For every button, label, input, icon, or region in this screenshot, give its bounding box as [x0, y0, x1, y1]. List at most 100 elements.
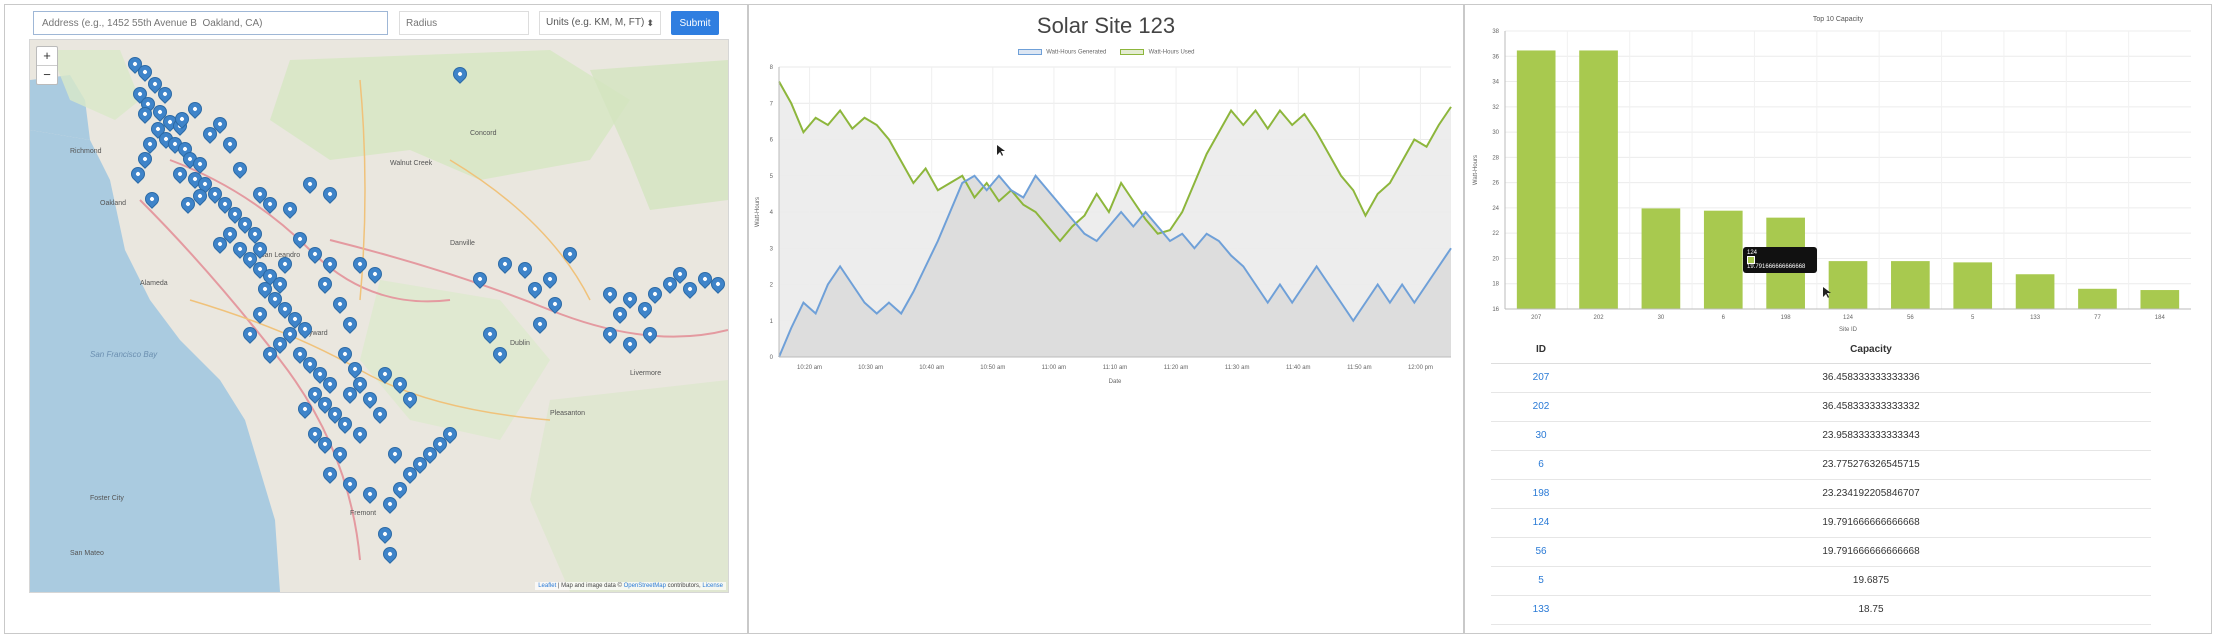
table-row: 202 36.458333333333332	[1491, 393, 2151, 422]
y-axis-label: Watt-Hours	[755, 197, 761, 227]
capacity-value: 18.75	[1858, 604, 1884, 615]
y-tick-label: 6	[770, 138, 774, 144]
x-tick-label: 11:10 am	[1103, 365, 1128, 371]
attribution-contrib: contributors,	[665, 583, 703, 589]
bar-site-133[interactable]	[2015, 274, 2055, 309]
legend-item-generated[interactable]: Watt-Hours Generated	[1017, 49, 1107, 56]
y-tick-label: 36	[1492, 54, 1499, 60]
table-row: 124 19.791666666666668	[1491, 509, 2151, 538]
y-tick-label: 0	[770, 355, 774, 361]
map-label: Pleasanton	[550, 410, 586, 417]
site-id-link[interactable]: 207	[1532, 372, 1550, 383]
mouse-cursor-icon	[1823, 287, 1831, 298]
y-tick-label: 2	[770, 283, 774, 289]
site-id-link[interactable]: 6	[1538, 459, 1544, 470]
y-tick-label: 1	[770, 319, 774, 325]
site-id-link[interactable]: 30	[1535, 430, 1547, 441]
site-id-link[interactable]: 124	[1532, 517, 1550, 528]
map-label: Walnut Creek	[390, 160, 433, 167]
used-line[interactable]	[778, 81, 1452, 243]
x-tick-label: 11:20 am	[1164, 365, 1189, 371]
bar-site-6[interactable]	[1703, 210, 1743, 309]
y-axis-label: Watt-Hours	[1473, 155, 1479, 185]
site-id-link[interactable]: 5	[1538, 575, 1544, 586]
bar-site-124[interactable]	[1828, 261, 1868, 309]
x-tick-label: 5	[1971, 315, 1975, 321]
map-basemap	[30, 40, 728, 592]
y-tick-label: 28	[1492, 155, 1499, 161]
capacity-value: 23.234192205846707	[1822, 488, 1920, 499]
bar-site-5[interactable]	[1953, 262, 1993, 309]
y-tick-label: 16	[1492, 307, 1499, 313]
license-link[interactable]: License	[702, 583, 723, 589]
zoom-control: + −	[36, 46, 58, 85]
x-tick-label: 11:00 am	[1042, 365, 1067, 371]
site-id-link[interactable]: 198	[1532, 488, 1550, 499]
x-axis-label: Date	[1109, 379, 1122, 385]
bar-site-202[interactable]	[1579, 50, 1618, 310]
y-tick-label: 7	[770, 101, 774, 107]
capacity-value: 19.6875	[1852, 575, 1890, 586]
zoom-out-button[interactable]: −	[37, 65, 57, 84]
legend-label: Watt-Hours Generated	[1046, 49, 1107, 56]
capacity-value: 19.791666666666668	[1822, 546, 1920, 557]
site-chart-panel: Solar Site 123 Watt-Hours Generated Watt…	[748, 4, 1464, 634]
y-tick-label: 22	[1492, 231, 1499, 237]
chevron-down-icon: ⬍	[646, 18, 654, 28]
bar-site-184[interactable]	[2140, 290, 2180, 309]
y-tick-label: 30	[1492, 130, 1499, 136]
line-chart[interactable]: 0 1 2 3 4 5 6 7 8 10:20 am 10:30 am 10:40 am 10:50 a…	[749, 59, 1463, 459]
y-tick-label: 4	[770, 210, 774, 216]
x-tick-label: 77	[2094, 315, 2101, 321]
x-tick-label: 6	[1722, 315, 1726, 321]
map-label: Richmond	[70, 148, 102, 155]
legend-item-used[interactable]: Watt-Hours Used	[1120, 49, 1194, 56]
table-row: 56 19.791666666666668	[1491, 538, 2151, 567]
submit-button[interactable]: Submit	[671, 11, 719, 35]
table-row: 207 36.458333333333336	[1491, 364, 2151, 393]
y-tick-label: 3	[770, 246, 774, 252]
x-tick-label: 10:40 am	[919, 365, 944, 371]
bar-site-77[interactable]	[2078, 288, 2117, 309]
bar-site-56[interactable]	[1891, 261, 1930, 309]
map-label: San Leandro	[260, 252, 301, 259]
leaflet-link[interactable]: Leaflet	[538, 583, 557, 589]
table-row: 198 23.234192205846707	[1491, 480, 2151, 509]
map-label: Foster City	[90, 495, 124, 502]
bar-site-30[interactable]	[1641, 208, 1681, 309]
site-id-link[interactable]: 133	[1532, 604, 1550, 615]
zoom-in-button[interactable]: +	[43, 48, 51, 63]
site-map[interactable]: San Francisco Bay Richmond Oakland Alame…	[29, 39, 729, 593]
tooltip-swatch	[1747, 256, 1755, 264]
y-tick-label: 32	[1492, 105, 1499, 111]
capacity-value: 19.791666666666668	[1822, 517, 1920, 528]
search-toolbar: Units (e.g. KM, M, FT) ⬍ Submit	[33, 11, 719, 37]
radius-input[interactable]	[399, 11, 529, 35]
map-label: Danville	[450, 240, 475, 247]
table-row: 5 19.6875	[1491, 567, 2151, 596]
chart-title: Solar Site 123	[1036, 13, 1176, 38]
x-tick-label: 184	[2155, 315, 2166, 321]
x-tick-label: 207	[1531, 315, 1542, 321]
generated-line[interactable]	[778, 174, 1452, 358]
table-row: 133 18.75	[1491, 596, 2151, 625]
legend-label: Watt-Hours Used	[1148, 49, 1195, 56]
site-id-link[interactable]: 56	[1535, 546, 1547, 557]
chart-legend: Watt-Hours Generated Watt-Hours Used	[749, 49, 1463, 56]
osm-link[interactable]: OpenStreetMap	[623, 583, 666, 589]
table-header: ID Capacity	[1491, 337, 2151, 364]
site-id-link[interactable]: 202	[1532, 401, 1550, 412]
units-select[interactable]: Units (e.g. KM, M, FT) ⬍	[539, 11, 661, 35]
units-select-value: Units (e.g. KM, M, FT)	[546, 17, 645, 28]
bar-chart[interactable]: 16 18 20 22 24 26 28 30 32 34 36 38 207 202 30 6 198 124 5…	[1465, 23, 2211, 343]
bar-site-207[interactable]	[1516, 50, 1556, 310]
map-label: San Mateo	[70, 550, 104, 557]
y-tick-label: 20	[1492, 256, 1499, 262]
x-tick-label: 124	[1843, 315, 1854, 321]
address-input[interactable]	[33, 11, 388, 35]
capacity-value: 23.775276326545715	[1822, 459, 1920, 470]
capacity-panel: Top 10 Capacity 16 18 20 22 24 26 28 30 32 34 36 38…	[1464, 4, 2212, 634]
capacity-value: 36.458333333333336	[1822, 372, 1920, 383]
map-label: Hayward	[300, 330, 328, 337]
y-tick-label: 34	[1492, 80, 1499, 86]
